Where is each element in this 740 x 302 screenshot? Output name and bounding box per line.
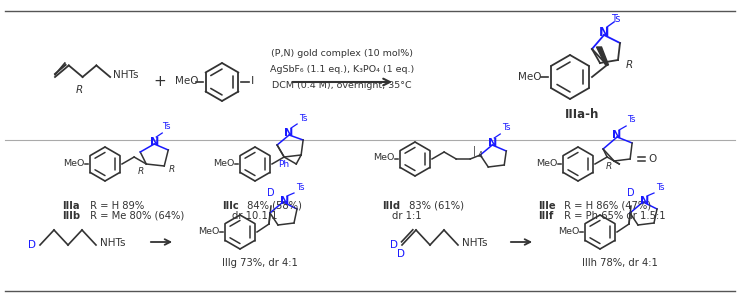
Text: Ts: Ts bbox=[299, 114, 307, 123]
Text: MeO: MeO bbox=[63, 159, 84, 168]
Text: D: D bbox=[267, 188, 275, 198]
Text: dr 10.1:1: dr 10.1:1 bbox=[232, 211, 278, 221]
Text: IIIf: IIIf bbox=[538, 211, 554, 221]
Text: IIIe: IIIe bbox=[538, 201, 556, 211]
Text: Ts: Ts bbox=[611, 14, 621, 24]
Text: NHTs: NHTs bbox=[113, 70, 138, 80]
Text: 4: 4 bbox=[477, 151, 482, 160]
Text: IIId: IIId bbox=[382, 201, 400, 211]
Text: +: + bbox=[154, 75, 166, 89]
Text: MeO: MeO bbox=[213, 159, 235, 168]
Text: MeO: MeO bbox=[518, 72, 542, 82]
Text: N: N bbox=[613, 130, 622, 140]
Polygon shape bbox=[596, 47, 608, 65]
Text: R: R bbox=[626, 60, 633, 70]
Text: IIIg 73%, dr 4:1: IIIg 73%, dr 4:1 bbox=[222, 258, 298, 268]
Text: O: O bbox=[648, 154, 656, 164]
Text: IIIa-h: IIIa-h bbox=[565, 108, 599, 121]
Text: IIIc: IIIc bbox=[222, 201, 239, 211]
Text: IIIa: IIIa bbox=[62, 201, 80, 211]
Text: D: D bbox=[28, 240, 36, 250]
Text: Ts: Ts bbox=[502, 123, 511, 132]
Text: MeO: MeO bbox=[373, 153, 394, 162]
Text: dr 1:1: dr 1:1 bbox=[392, 211, 422, 221]
Text: N: N bbox=[149, 137, 159, 147]
Text: R: R bbox=[76, 85, 83, 95]
Text: Ts: Ts bbox=[627, 115, 636, 124]
Text: N: N bbox=[599, 25, 609, 38]
Text: R = H 86% (47%): R = H 86% (47%) bbox=[561, 201, 651, 211]
Text: MeO: MeO bbox=[536, 159, 557, 168]
Text: D: D bbox=[390, 240, 398, 250]
Text: D: D bbox=[628, 188, 635, 198]
Text: DCM (0.4 M), overnight, 35°C: DCM (0.4 M), overnight, 35°C bbox=[272, 81, 412, 89]
Text: IIIh 78%, dr 4:1: IIIh 78%, dr 4:1 bbox=[582, 258, 658, 268]
Text: Ts: Ts bbox=[656, 183, 665, 192]
Text: R: R bbox=[169, 165, 175, 174]
Text: NHTs: NHTs bbox=[462, 238, 488, 248]
Text: (P,N) gold complex (10 mol%): (P,N) gold complex (10 mol%) bbox=[271, 50, 413, 59]
Text: NHTs: NHTs bbox=[100, 238, 126, 248]
Text: IIIb: IIIb bbox=[62, 211, 80, 221]
Text: |: | bbox=[474, 146, 477, 156]
Text: R = H 89%: R = H 89% bbox=[87, 201, 144, 211]
Text: N: N bbox=[280, 196, 289, 206]
Text: R: R bbox=[606, 162, 613, 171]
Text: N: N bbox=[640, 196, 650, 206]
Text: 84% (58%): 84% (58%) bbox=[244, 201, 302, 211]
Text: Ph: Ph bbox=[278, 160, 289, 169]
Text: AgSbF₆ (1.1 eq.), K₃PO₄ (1 eq.): AgSbF₆ (1.1 eq.), K₃PO₄ (1 eq.) bbox=[270, 65, 414, 73]
Text: R = Ph 65% dr 1.5:1: R = Ph 65% dr 1.5:1 bbox=[561, 211, 665, 221]
Text: D: D bbox=[397, 249, 405, 259]
Text: R: R bbox=[138, 167, 144, 176]
Text: MeO: MeO bbox=[175, 76, 198, 86]
Text: I: I bbox=[251, 76, 255, 86]
Text: 83% (61%): 83% (61%) bbox=[406, 201, 464, 211]
Text: Ts: Ts bbox=[162, 122, 170, 131]
Text: Ts: Ts bbox=[296, 183, 304, 192]
Text: MeO: MeO bbox=[558, 226, 579, 236]
Text: N: N bbox=[488, 138, 497, 148]
Text: N: N bbox=[284, 128, 294, 138]
Text: MeO: MeO bbox=[198, 226, 219, 236]
Text: R = Me 80% (64%): R = Me 80% (64%) bbox=[87, 211, 184, 221]
